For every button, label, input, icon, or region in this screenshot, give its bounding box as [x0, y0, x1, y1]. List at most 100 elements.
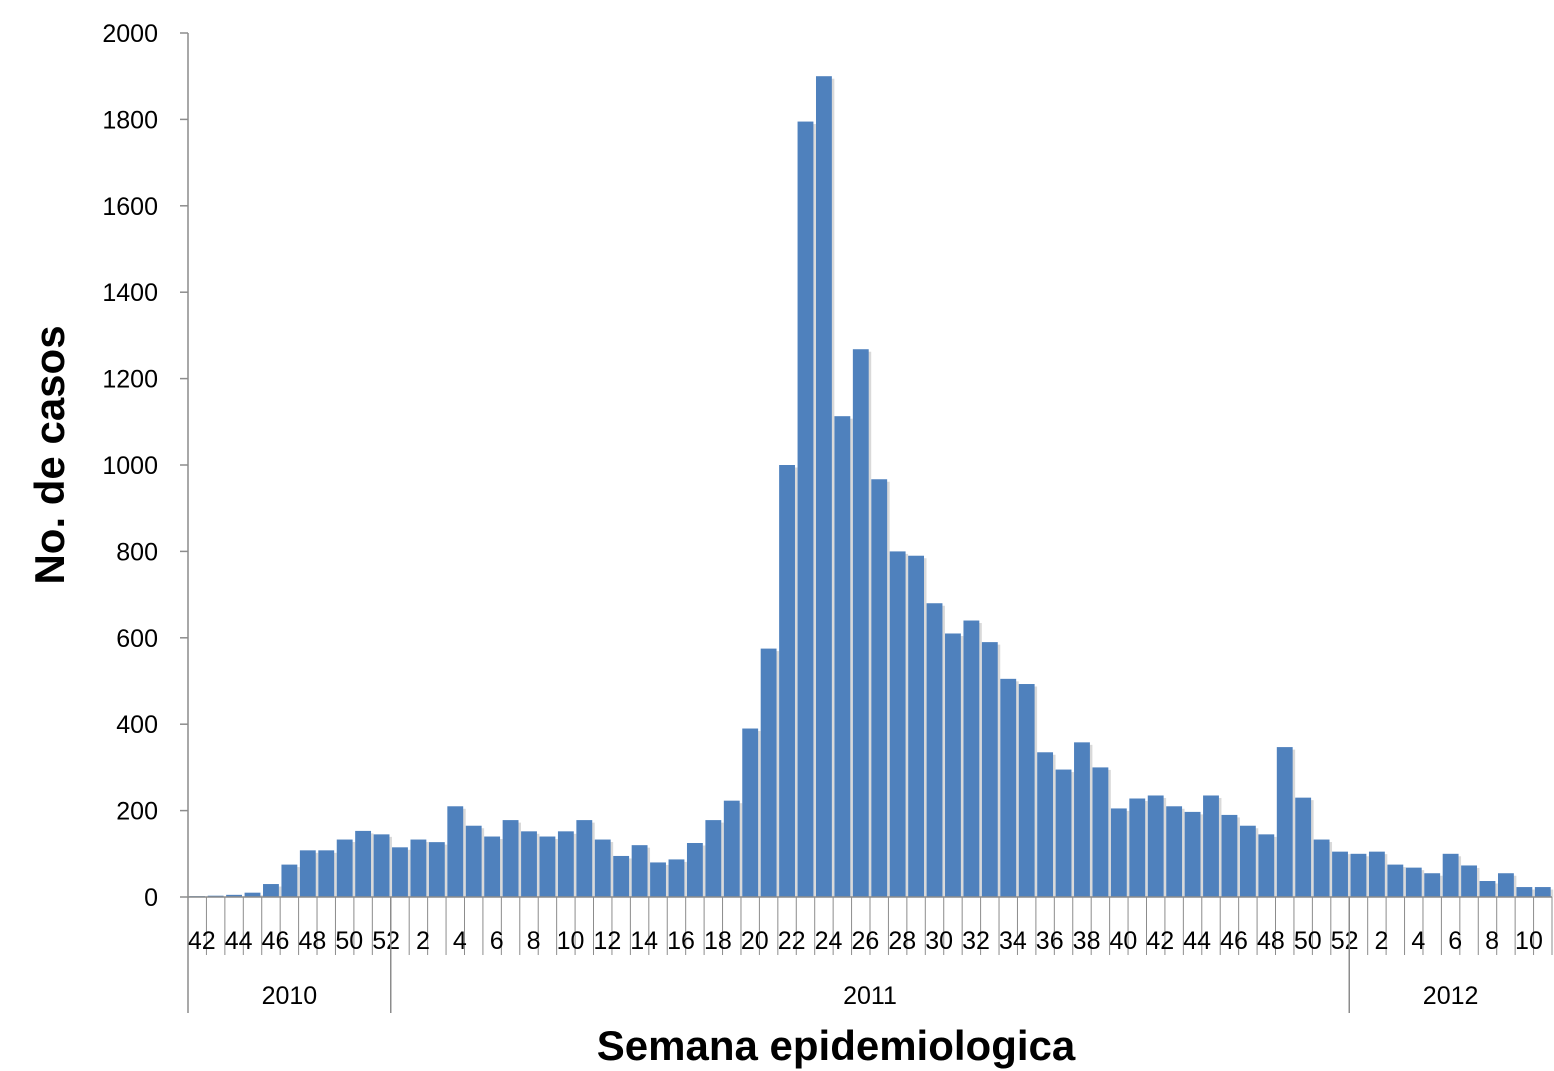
- y-tick-label: 0: [144, 884, 158, 912]
- bar: [1350, 853, 1367, 897]
- week-label: 2: [416, 927, 430, 955]
- bar: [1166, 806, 1183, 897]
- week-label: 2: [1375, 927, 1389, 955]
- bar: [1184, 811, 1201, 897]
- week-label: 48: [299, 927, 327, 955]
- bar: [1497, 873, 1514, 897]
- bar: [1221, 814, 1238, 897]
- week-label: 46: [1220, 927, 1248, 955]
- year-label: 2011: [843, 982, 897, 1010]
- bar: [926, 603, 943, 897]
- y-tick-label: 1600: [102, 193, 158, 221]
- week-label: 4: [453, 927, 467, 955]
- week-label: 10: [1515, 927, 1543, 955]
- bar: [1037, 752, 1054, 897]
- bar: [373, 834, 390, 897]
- bar: [1258, 834, 1275, 897]
- y-axis: 0 200 400 600 800 1000 1200 1400 1600 1800 2000: [102, 20, 189, 912]
- week-label: 50: [335, 927, 363, 955]
- week-label: 44: [225, 927, 253, 955]
- y-tick-label: 1200: [102, 366, 158, 394]
- week-label: 4: [1411, 927, 1425, 955]
- bar: [742, 728, 759, 897]
- bar: [428, 842, 445, 897]
- bar: [318, 850, 335, 897]
- bar: [1239, 825, 1256, 897]
- week-label: 28: [888, 927, 916, 955]
- y-tick-label: 1000: [102, 452, 158, 480]
- bar: [299, 850, 316, 897]
- week-label: 6: [490, 927, 504, 955]
- week-label: 20: [741, 927, 769, 955]
- week-label: 32: [962, 927, 990, 955]
- bar: [336, 839, 353, 897]
- week-label: 48: [1257, 927, 1285, 955]
- bar: [1147, 795, 1164, 897]
- bar: [355, 830, 372, 897]
- bar: [705, 820, 722, 897]
- bar: [852, 349, 869, 897]
- bar: [981, 642, 998, 897]
- bar: [1332, 851, 1348, 897]
- bar: [908, 555, 925, 897]
- bar: [1295, 797, 1312, 897]
- bar: [945, 633, 961, 897]
- bar: [244, 892, 261, 897]
- bar: [1534, 887, 1551, 897]
- bar: [889, 551, 906, 897]
- week-label: 46: [262, 927, 290, 955]
- bar: [1442, 853, 1459, 897]
- bar: [1387, 864, 1404, 897]
- y-tick-label: 400: [116, 711, 158, 739]
- bar: [1405, 867, 1422, 897]
- bar: [631, 845, 648, 897]
- bar: [1461, 865, 1477, 897]
- x-axis-title: Semana epidemiologica: [597, 1022, 1076, 1069]
- bar: [1074, 742, 1090, 897]
- bar: [465, 825, 482, 897]
- bar: [226, 894, 243, 897]
- bar: [1479, 881, 1496, 897]
- year-label: 2010: [262, 982, 318, 1010]
- bar: [1516, 887, 1533, 897]
- bar: [834, 416, 851, 897]
- bar: [686, 843, 703, 897]
- bar: [815, 76, 832, 897]
- week-label: 12: [593, 927, 621, 955]
- bar: [392, 847, 408, 897]
- y-axis-title: No. de casos: [26, 325, 73, 584]
- y-tick-label: 800: [116, 538, 158, 566]
- week-label: 38: [1073, 927, 1101, 955]
- week-label: 14: [630, 927, 658, 955]
- week-label: 8: [527, 927, 541, 955]
- week-label: 50: [1294, 927, 1322, 955]
- week-label: 24: [815, 927, 843, 955]
- week-label: 26: [851, 927, 879, 955]
- bar: [1276, 747, 1293, 897]
- bar: [447, 806, 464, 897]
- week-label: 22: [778, 927, 806, 955]
- bar: [557, 831, 574, 897]
- bar: [594, 839, 611, 897]
- bar: [760, 648, 777, 897]
- y-tick-label: 600: [116, 625, 158, 653]
- bar: [1129, 798, 1146, 897]
- week-label: 6: [1448, 927, 1462, 955]
- bar: [1313, 839, 1330, 897]
- bar: [1055, 769, 1072, 897]
- x-axis: 42 44 46 48 50 52 2 4 6 8 10 12 14 16 18 20 22 24 26 28 30 32…: [187, 896, 1553, 1013]
- year-label: 2012: [1423, 982, 1479, 1010]
- bar: [1203, 795, 1219, 897]
- bar: [576, 820, 593, 897]
- week-label: 16: [667, 927, 695, 955]
- week-label: 42: [188, 927, 216, 955]
- week-label: 34: [999, 927, 1027, 955]
- bar: [1092, 767, 1109, 897]
- bar: [1000, 678, 1017, 897]
- week-label: 52: [372, 927, 400, 955]
- week-label: 10: [557, 927, 585, 955]
- bar: [723, 800, 740, 897]
- bar: [668, 859, 685, 897]
- y-tick-label: 2000: [102, 20, 158, 48]
